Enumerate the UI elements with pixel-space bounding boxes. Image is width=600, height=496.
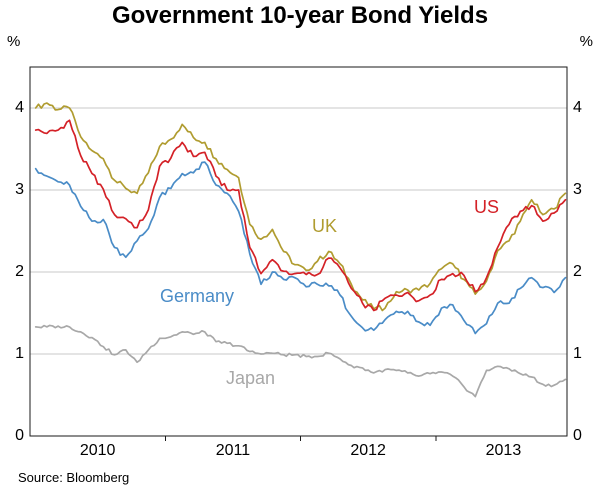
- source-note: Source: Bloomberg: [18, 470, 130, 485]
- y-tick-label-right: 2: [573, 263, 582, 280]
- y-tick-label-left: 3: [15, 181, 24, 198]
- y-tick-label-left: 1: [15, 345, 24, 362]
- series-line-us: [34, 119, 567, 312]
- series-label-japan: Japan: [226, 368, 276, 388]
- x-tick-label: 2012: [350, 442, 386, 459]
- y-tick-label-left: 0: [15, 427, 24, 444]
- y-tick-label-left: 2: [15, 263, 24, 280]
- chart-title: Government 10-year Bond Yields: [111, 2, 489, 29]
- series-line-japan: [34, 324, 567, 398]
- x-tick-label: 2010: [79, 442, 116, 459]
- y-tick-label-right: 0: [573, 427, 582, 444]
- y-tick-label-left: 4: [15, 99, 24, 116]
- y-tick-label-right: 3: [573, 181, 582, 198]
- y-axis-unit-left: %: [7, 33, 21, 50]
- x-tick-label: 2011: [215, 442, 251, 459]
- y-tick-label-right: 4: [573, 99, 582, 116]
- series-line-germany: [34, 161, 567, 335]
- series-line-uk: [34, 102, 567, 312]
- y-axis-unit-right: %: [579, 33, 593, 50]
- x-tick-label: 2013: [485, 442, 522, 459]
- series-label-uk: UK: [312, 216, 338, 236]
- series-label-us: US: [474, 197, 500, 217]
- axis-frame: [29, 66, 568, 437]
- series-label-germany: Germany: [160, 286, 235, 306]
- y-tick-label-right: 1: [573, 345, 582, 362]
